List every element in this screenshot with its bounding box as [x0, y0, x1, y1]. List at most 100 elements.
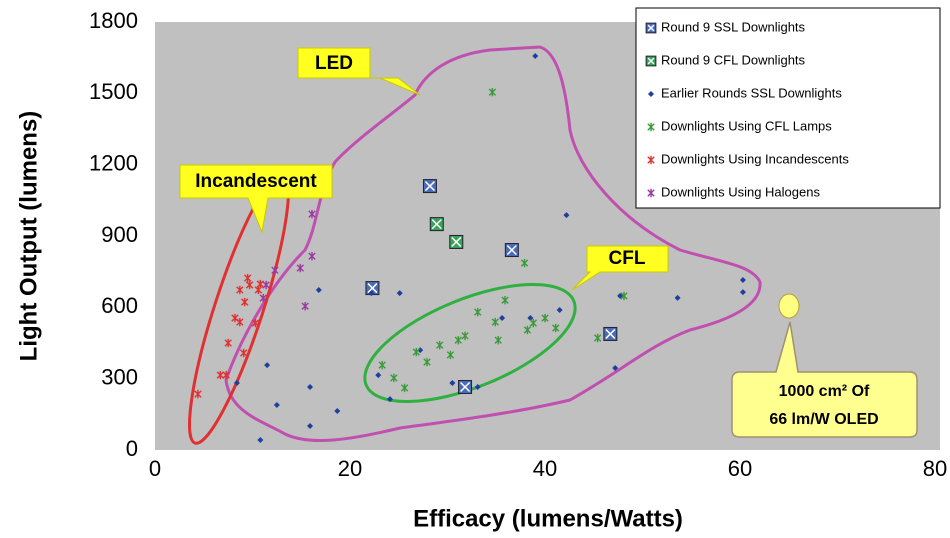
- point: [474, 307, 482, 317]
- led-outline: [224, 45, 762, 443]
- point: [474, 383, 481, 390]
- point: [454, 335, 462, 345]
- point: [739, 276, 746, 283]
- point: [612, 364, 619, 371]
- incandescent-callout: [179, 164, 333, 234]
- point: [301, 301, 309, 311]
- legend-marker: [648, 91, 654, 97]
- point: [429, 217, 444, 232]
- point: [417, 347, 424, 354]
- legend-label: Downlights Using Incandescents: [661, 151, 849, 166]
- point-cross: [367, 283, 378, 294]
- y-tick-label: 900: [101, 222, 138, 247]
- cfl-callout: [571, 245, 669, 291]
- point: [499, 315, 506, 322]
- point: [262, 280, 270, 290]
- point: [436, 340, 444, 350]
- point: [449, 234, 464, 249]
- point: [308, 209, 316, 219]
- legend-label: Earlier Rounds SSL Downlights: [661, 85, 842, 100]
- y-tick-label: 1800: [89, 8, 138, 33]
- point: [334, 408, 341, 415]
- point: [556, 306, 563, 313]
- point: [194, 389, 202, 399]
- point: [593, 333, 602, 343]
- point: [271, 266, 279, 275]
- point: [251, 318, 260, 328]
- point: [449, 379, 456, 386]
- point: [458, 379, 473, 394]
- x-tick-label: 80: [923, 456, 947, 481]
- point: [245, 280, 254, 290]
- point: [491, 317, 499, 327]
- cfl-outline: [363, 282, 577, 404]
- point-cross: [460, 381, 471, 393]
- x-tick-label: 0: [149, 456, 161, 481]
- legend-marker: [647, 188, 655, 198]
- point: [674, 294, 681, 301]
- legend-marker: [645, 22, 657, 34]
- point: [375, 372, 382, 379]
- point: [494, 335, 502, 345]
- point: [552, 323, 560, 333]
- point: [224, 338, 232, 348]
- y-tick-label: 0: [126, 436, 138, 461]
- point: [222, 370, 230, 380]
- legend-label: Round 9 SSL Downlights: [661, 19, 806, 34]
- oled-marker: [778, 293, 800, 319]
- point-cross: [451, 236, 462, 247]
- legend-label: Round 9 CFL Downlights: [661, 52, 806, 67]
- callouts: LED Incandescent CFL 1000 cm² Of 66 lm/W…: [179, 47, 918, 438]
- point: [461, 331, 469, 341]
- annotation: LED: [315, 53, 353, 74]
- point: [488, 87, 497, 97]
- legend-label: Downlights Using CFL Lamps: [661, 118, 832, 133]
- point: [236, 285, 244, 295]
- point: [620, 291, 628, 301]
- point-cross: [431, 219, 442, 230]
- point: [386, 396, 393, 403]
- point: [241, 297, 249, 307]
- point: [259, 293, 267, 303]
- point: [296, 263, 304, 273]
- legend-label: Downlights Using Halogens: [661, 184, 820, 199]
- x-tick-label: 60: [728, 456, 752, 481]
- point: [365, 281, 380, 296]
- point: [400, 383, 409, 393]
- annotation: 66 lm/W OLED: [769, 411, 878, 428]
- point: [315, 286, 322, 293]
- point: [446, 350, 455, 360]
- point: [520, 258, 529, 268]
- marks: [194, 53, 746, 444]
- point-cross: [647, 24, 655, 32]
- annotation: Incandescent: [195, 171, 317, 192]
- x-axis-title: Efficacy (lumens/Watts): [413, 505, 683, 532]
- annotation: 1000 cm² Of: [779, 383, 870, 400]
- point: [532, 53, 539, 60]
- point: [273, 402, 280, 409]
- legend-marker: [645, 55, 657, 67]
- point: [368, 290, 375, 297]
- region-outlines: [188, 45, 762, 445]
- point: [236, 317, 244, 327]
- point: [396, 290, 403, 297]
- point: [233, 379, 240, 386]
- point: [603, 326, 618, 341]
- y-axis-title: Light Output (lumens): [15, 111, 42, 362]
- y-tick-label: 1500: [89, 79, 138, 104]
- x-tick-label: 20: [338, 456, 362, 481]
- point: [523, 325, 532, 335]
- point: [423, 357, 431, 367]
- legend: [635, 7, 941, 209]
- led-callout: [297, 47, 421, 96]
- oled-callout: [731, 321, 918, 438]
- point: [390, 373, 398, 383]
- point: [541, 313, 549, 323]
- point-cross: [605, 328, 616, 339]
- point: [256, 279, 264, 289]
- point: [264, 362, 271, 369]
- point: [527, 315, 534, 322]
- point-cross: [424, 181, 435, 192]
- annotation: CFL: [609, 248, 646, 269]
